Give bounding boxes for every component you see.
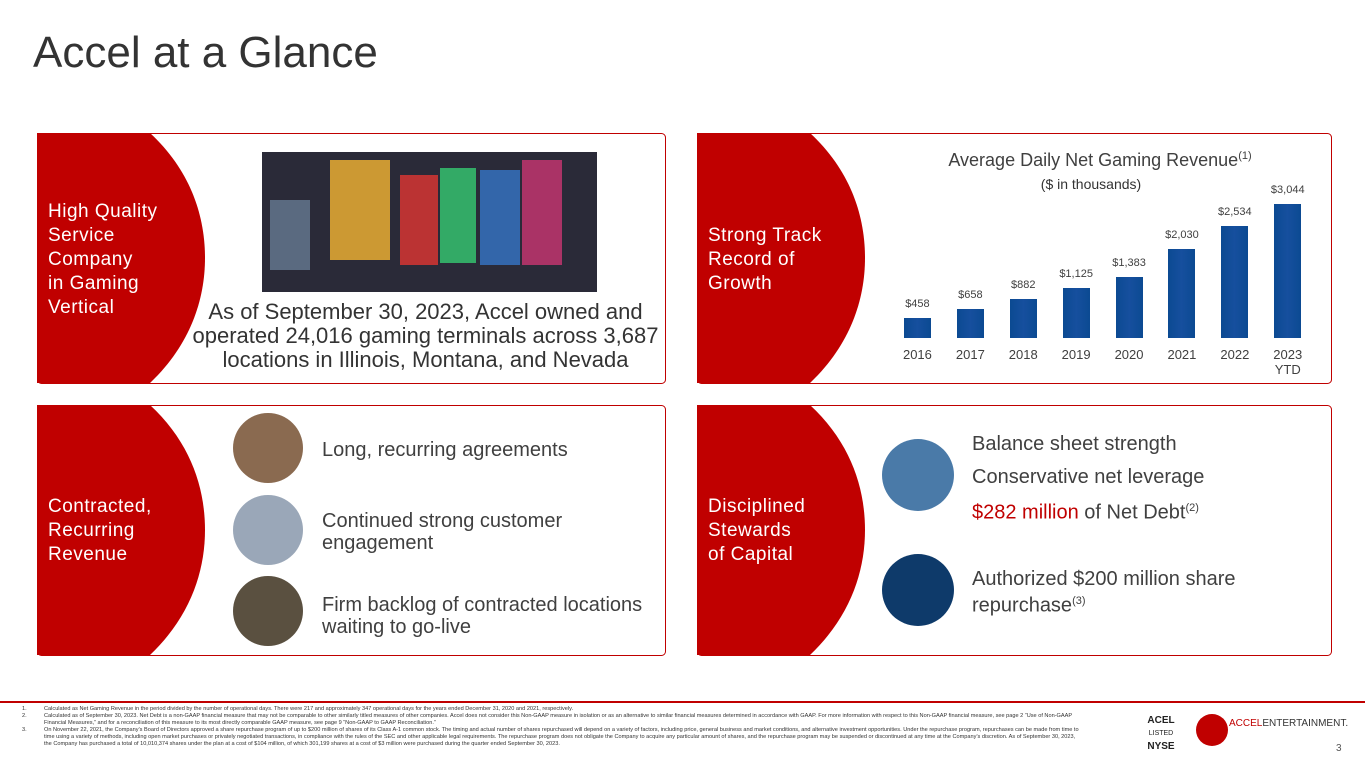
listed: LISTED [1148, 730, 1174, 737]
fn-text: On November 22, 2021, the Company’s Boar… [44, 727, 1079, 747]
bar [1062, 288, 1090, 338]
item: Balance sheet strength [972, 433, 1177, 455]
item: Long, recurring agreements [322, 439, 568, 461]
bar [956, 309, 984, 338]
note: (2) [1185, 502, 1199, 514]
nyse-logo: ACEL LISTED NYSE [1146, 714, 1176, 753]
brand: ENTERTAINMENT. [1262, 718, 1349, 729]
item: Firm backlog of contracted locations wai… [322, 594, 643, 638]
footnotes: 1. Calculated as Net Gaming Revenue in th… [22, 706, 1082, 748]
chart-title-text: Average Daily Net Gaming Revenue [948, 150, 1239, 170]
panel-label: Disciplined Stewards of Capital [708, 496, 806, 565]
note: (1) [1238, 150, 1252, 162]
item: Authorized $200 million share repurchase… [972, 568, 1292, 617]
fn-number: 1. [22, 706, 27, 712]
terminals-text: As of September 30, 2023, Accel owned an… [192, 299, 659, 372]
panel-label: Strong Track Record of Growth [708, 225, 822, 294]
value-label: $3,044 [1270, 184, 1305, 196]
bar [1221, 226, 1249, 338]
footnote: 2. Calculated as of September 30, 2023. N… [22, 713, 1082, 727]
brand-logo: ACCELENTERTAINMENT. [1229, 718, 1348, 729]
bar [903, 317, 931, 338]
fn-text: Calculated as Net Gaming Revenue in the … [44, 706, 574, 712]
value-label: $882 [1011, 279, 1036, 292]
fn-number: 2. [22, 713, 27, 719]
panel-label: High Quality Service Company in Gaming V… [48, 201, 158, 318]
note: (3) [1072, 595, 1086, 607]
ticker: ACEL [1147, 715, 1175, 726]
x-tick-label: 2016 [902, 347, 932, 362]
value-label: $2,030 [1165, 228, 1199, 241]
x-tick-label: 2023 YTD [1273, 347, 1303, 377]
x-tick-label: 2018 [1008, 347, 1038, 362]
x-tick-label: 2022 [1220, 347, 1250, 362]
value-label: $2,534 [1218, 206, 1252, 219]
bar [1274, 204, 1302, 338]
value-label: $1,383 [1112, 257, 1146, 270]
fn-text: Calculated as of September 30, 2023. Net… [44, 713, 1073, 726]
bar [1009, 299, 1037, 338]
slide-title: Accel at a Glance [33, 28, 378, 77]
value-label: $1,125 [1059, 268, 1093, 281]
item: $282 million of Net Debt(2) [972, 497, 1199, 524]
exchange: NYSE [1147, 741, 1175, 752]
panel-label: Contracted, Recurring Revenue [48, 496, 152, 565]
page-number: 3 [1336, 743, 1342, 754]
chart-title: Average Daily Net Gaming Revenue(1) [880, 150, 1320, 171]
item-text: of Net Debt [1084, 501, 1186, 524]
fn-number: 3. [22, 727, 27, 733]
item: Conservative net leverage [972, 466, 1205, 488]
value-label: $658 [958, 289, 983, 302]
bar [1115, 277, 1143, 338]
item-text: Authorized $200 million share repurchase [972, 568, 1236, 617]
value-label: $458 [905, 297, 930, 310]
footnote: 3. On November 22, 2021, the Company’s Bo… [22, 727, 1082, 748]
amount: $282 million [972, 501, 1079, 524]
bar [1168, 248, 1196, 338]
x-tick-label: 2019 [1061, 347, 1091, 362]
x-tick-label: 2021 [1167, 347, 1197, 362]
machines-image [262, 152, 597, 292]
brand: ACCEL [1229, 718, 1263, 729]
x-tick-label: 2017 [955, 347, 985, 362]
x-tick-label: 2020 [1114, 347, 1144, 362]
item: Continued strong customer engagement [322, 510, 563, 554]
footnote: 1. Calculated as Net Gaming Revenue in th… [22, 706, 1082, 713]
chart-subtitle: ($ in thousands) [1040, 176, 1142, 192]
